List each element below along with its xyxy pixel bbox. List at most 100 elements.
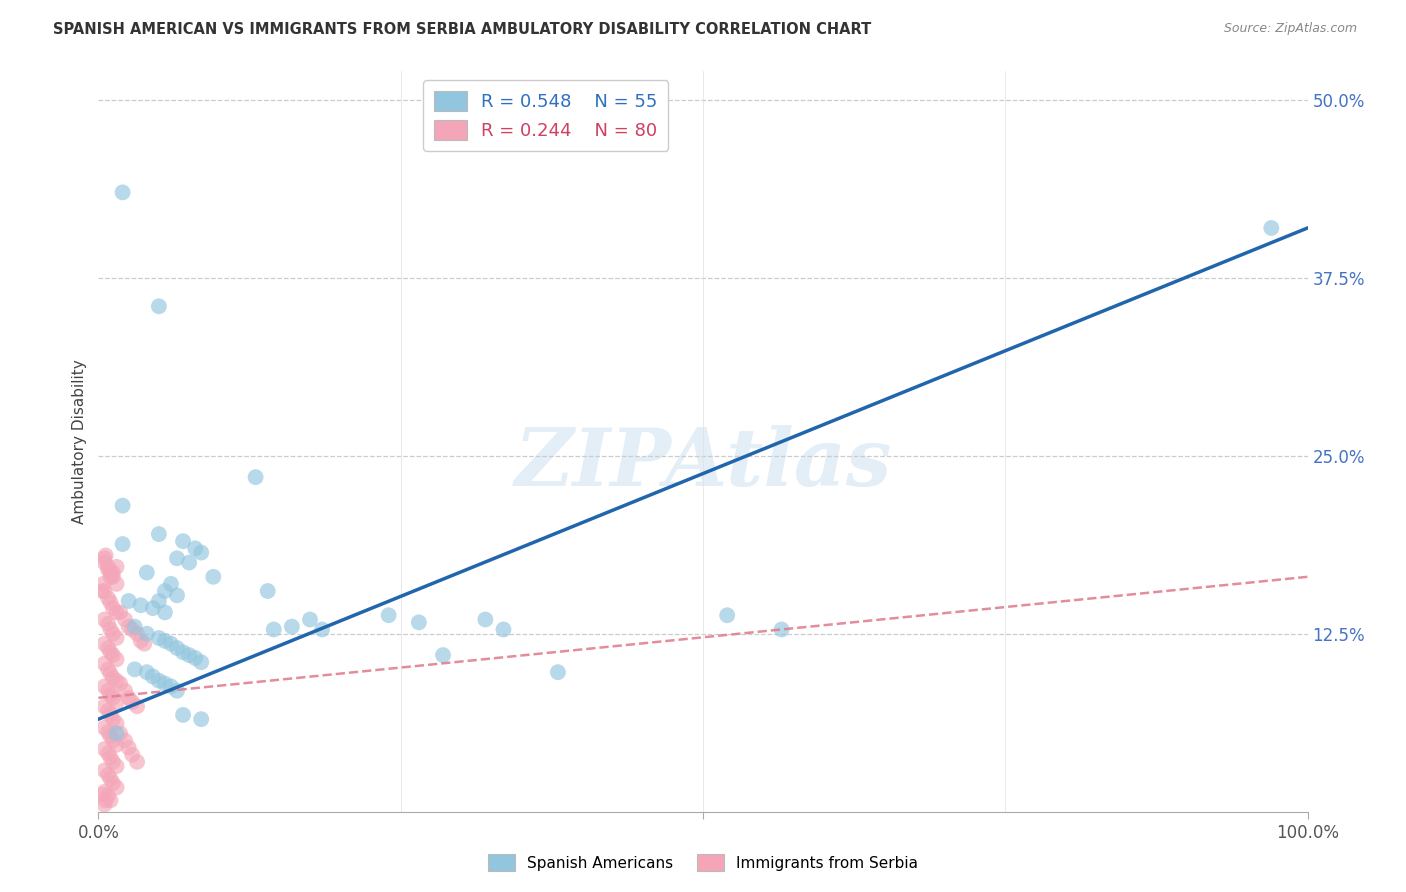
Point: [1260, 221, 1282, 235]
Point: [135, 626, 157, 640]
Point: [101, 601, 124, 615]
Point: [770, 623, 793, 637]
Point: [100, 729, 122, 743]
Point: [184, 541, 207, 556]
Point: [105, 726, 128, 740]
Point: [134, 637, 156, 651]
Point: [93, 657, 115, 671]
Point: [100, 595, 122, 609]
Point: [148, 527, 170, 541]
Point: [93, 785, 115, 799]
Point: [100, 793, 122, 807]
Point: [93, 584, 115, 599]
Point: [172, 645, 194, 659]
Point: [166, 588, 188, 602]
Point: [105, 559, 128, 574]
Y-axis label: Ambulatory Disability: Ambulatory Disability: [72, 359, 87, 524]
Point: [105, 631, 128, 645]
Point: [124, 662, 146, 676]
Point: [100, 750, 122, 764]
Point: [105, 716, 128, 731]
Point: [118, 619, 141, 633]
Point: [245, 470, 267, 484]
Point: [93, 551, 115, 566]
Point: [202, 570, 225, 584]
Point: [111, 537, 134, 551]
Point: [93, 699, 115, 714]
Point: [118, 740, 141, 755]
Point: [111, 499, 134, 513]
Point: [101, 690, 124, 705]
Point: [93, 764, 115, 778]
Point: [94, 793, 117, 807]
Point: [100, 688, 122, 702]
Point: [547, 665, 569, 680]
Point: [101, 712, 124, 726]
Point: [256, 584, 278, 599]
Point: [97, 662, 120, 676]
Point: [160, 637, 183, 651]
Point: [179, 648, 201, 662]
Point: [101, 776, 124, 790]
Point: [97, 704, 120, 718]
Point: [129, 599, 152, 613]
Point: [101, 566, 124, 580]
Point: [94, 549, 117, 563]
Point: [100, 570, 122, 584]
Point: [190, 546, 212, 560]
Point: [172, 534, 194, 549]
Point: [118, 594, 141, 608]
Point: [105, 759, 128, 773]
Point: [311, 623, 333, 637]
Point: [100, 623, 122, 637]
Point: [101, 626, 124, 640]
Point: [114, 733, 136, 747]
Point: [97, 767, 120, 781]
Point: [121, 623, 143, 637]
Point: [179, 556, 201, 570]
Point: [105, 738, 128, 752]
Point: [114, 683, 136, 698]
Point: [93, 742, 115, 756]
Point: [97, 747, 120, 761]
Point: [148, 631, 170, 645]
Point: [281, 619, 304, 633]
Point: [474, 613, 496, 627]
Point: [190, 712, 212, 726]
Point: [148, 673, 170, 688]
Point: [97, 616, 120, 631]
Point: [160, 577, 183, 591]
Point: [121, 747, 143, 762]
Point: [105, 673, 128, 688]
Point: [492, 623, 515, 637]
Point: [100, 707, 122, 722]
Point: [377, 608, 399, 623]
Point: [97, 789, 120, 803]
Point: [105, 606, 128, 620]
Point: [160, 680, 183, 694]
Legend: Spanish Americans, Immigrants from Serbia: Spanish Americans, Immigrants from Serbi…: [482, 848, 924, 877]
Point: [142, 669, 165, 683]
Text: SPANISH AMERICAN VS IMMIGRANTS FROM SERBIA AMBULATORY DISABILITY CORRELATION CHA: SPANISH AMERICAN VS IMMIGRANTS FROM SERB…: [53, 22, 872, 37]
Point: [166, 551, 188, 566]
Point: [299, 613, 322, 627]
Legend: R = 0.548    N = 55, R = 0.244    N = 80: R = 0.548 N = 55, R = 0.244 N = 80: [423, 80, 668, 151]
Point: [135, 665, 157, 680]
Point: [127, 699, 149, 714]
Point: [93, 680, 115, 694]
Point: [118, 690, 141, 705]
Point: [716, 608, 738, 623]
Point: [127, 755, 149, 769]
Point: [105, 780, 128, 795]
Point: [111, 186, 134, 200]
Point: [135, 566, 157, 580]
Point: [93, 797, 115, 812]
Point: [114, 613, 136, 627]
Point: [93, 613, 115, 627]
Point: [166, 683, 188, 698]
Point: [408, 615, 430, 630]
Point: [148, 299, 170, 313]
Point: [97, 683, 120, 698]
Point: [153, 584, 176, 599]
Point: [124, 619, 146, 633]
